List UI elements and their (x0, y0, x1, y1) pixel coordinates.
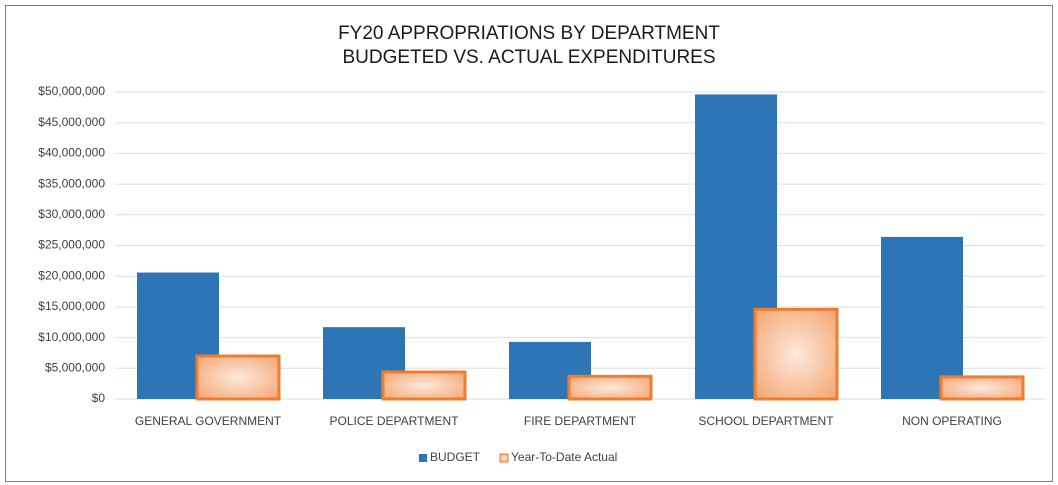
y-tick-label: $15,000,000 (38, 299, 105, 313)
chart-title: FY20 APPROPRIATIONS BY DEPARTMENT (338, 23, 720, 44)
bar (567, 374, 653, 401)
bar (939, 375, 1025, 401)
y-tick-label: $35,000,000 (38, 176, 105, 190)
y-tick-label: $25,000,000 (38, 238, 105, 252)
x-tick-label: NON OPERATING (902, 414, 1002, 428)
legend-label: BUDGET (430, 450, 481, 464)
x-tick-label: SCHOOL DEPARTMENT (698, 414, 834, 428)
bar (381, 370, 467, 401)
bar (753, 307, 839, 401)
y-tick-label: $20,000,000 (38, 268, 105, 282)
x-tick-label: POLICE DEPARTMENT (330, 414, 460, 428)
legend-swatch (419, 454, 427, 462)
x-tick-label: FIRE DEPARTMENT (524, 414, 637, 428)
legend-swatch (499, 453, 509, 463)
y-tick-label: $10,000,000 (38, 330, 105, 344)
legend-label: Year-To-Date Actual (511, 450, 617, 464)
y-tick-label: $40,000,000 (38, 146, 105, 160)
x-tick-label: GENERAL GOVERNMENT (135, 414, 282, 428)
y-tick-label: $0 (92, 391, 106, 405)
y-tick-label: $30,000,000 (38, 207, 105, 221)
y-tick-label: $45,000,000 (38, 115, 105, 129)
y-tick-label: $50,000,000 (38, 84, 105, 98)
bar (881, 236, 963, 399)
y-tick-label: $5,000,000 (45, 360, 105, 374)
bar (195, 354, 281, 401)
chart-border (5, 5, 1053, 482)
chart-title: BUDGETED VS. ACTUAL EXPENDITURES (342, 47, 715, 68)
